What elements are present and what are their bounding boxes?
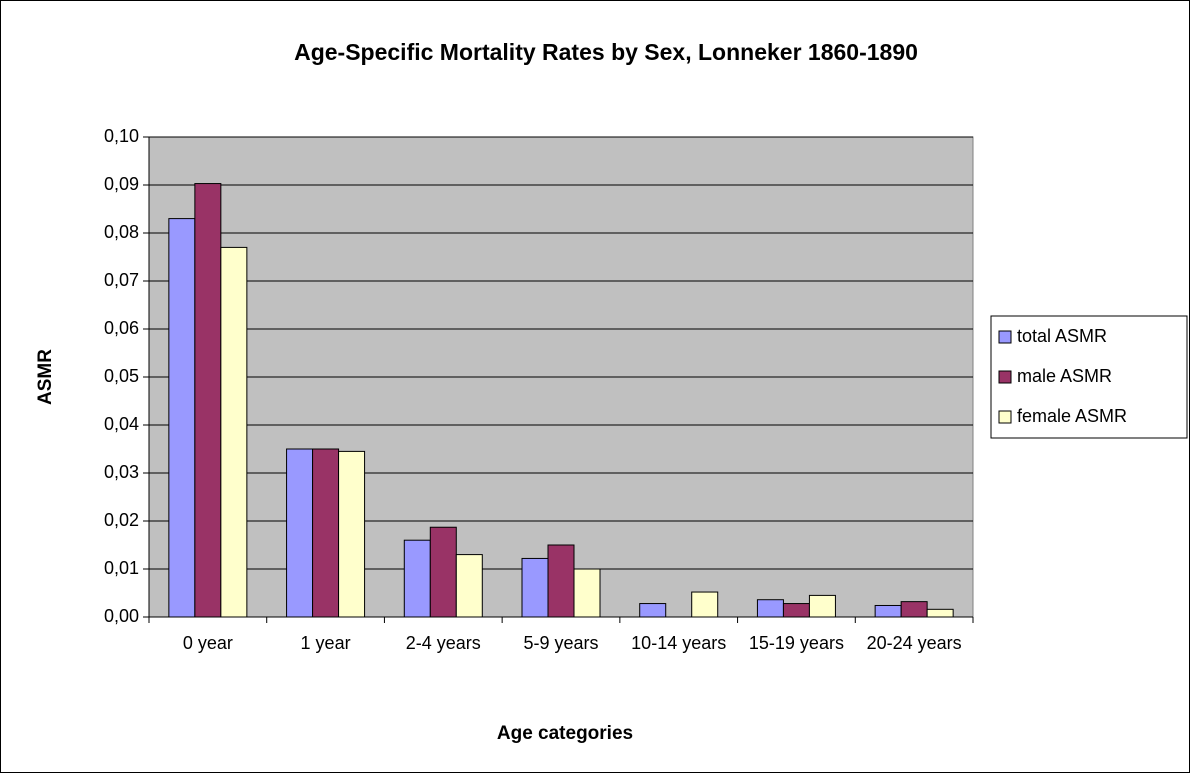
legend-label: total ASMR: [1017, 326, 1107, 346]
bar: [926, 608, 954, 618]
y-tick-label: 0,03: [104, 462, 139, 482]
legend-swatch: [998, 370, 1012, 384]
legend-label: female ASMR: [1017, 406, 1127, 426]
y-axis-label: ASMR: [35, 349, 56, 405]
legend-box: [990, 315, 1188, 439]
bar: [220, 246, 248, 618]
y-tick-label: 0,07: [104, 270, 139, 290]
x-tick-label: 0 year: [182, 633, 233, 653]
x-tick-label: 10-14 years: [631, 633, 727, 653]
y-tick-label: 0,04: [104, 414, 139, 434]
bar: [782, 603, 810, 618]
legend-swatch: [998, 330, 1012, 344]
bar: [312, 448, 340, 618]
bar: [455, 554, 483, 618]
bar: [521, 557, 549, 618]
bar: [429, 526, 457, 618]
y-tick-label: 0,10: [104, 126, 139, 146]
bar: [691, 591, 719, 618]
y-tick-label: 0,09: [104, 174, 139, 194]
bar: [403, 539, 431, 618]
bar: [194, 183, 222, 618]
bar: [168, 218, 196, 618]
bar: [874, 604, 902, 618]
bar: [900, 601, 928, 618]
y-tick-label: 0,05: [104, 366, 139, 386]
bar: [639, 603, 667, 618]
bar: [808, 594, 836, 618]
x-axis-label: Age categories: [497, 723, 633, 744]
bar: [756, 599, 784, 618]
chart-title: Age-Specific Mortality Rates by Sex, Lon…: [294, 39, 918, 65]
legend-label: male ASMR: [1017, 366, 1112, 386]
y-tick-label: 0,02: [104, 510, 139, 530]
bar: [547, 544, 575, 618]
bar: [573, 568, 601, 618]
legend-swatch: [998, 410, 1012, 424]
y-tick-label: 0,06: [104, 318, 139, 338]
x-tick-label: 2-4 years: [405, 633, 481, 653]
y-tick-label: 0,01: [104, 558, 139, 578]
y-tick-label: 0,00: [104, 606, 139, 626]
bar: [338, 450, 366, 618]
bar: [286, 448, 314, 618]
x-tick-label: 15-19 years: [748, 633, 844, 653]
x-tick-label: 1 year: [300, 633, 351, 653]
x-tick-label: 5-9 years: [523, 633, 599, 653]
x-tick-label: 20-24 years: [866, 633, 962, 653]
y-tick-label: 0,08: [104, 222, 139, 242]
